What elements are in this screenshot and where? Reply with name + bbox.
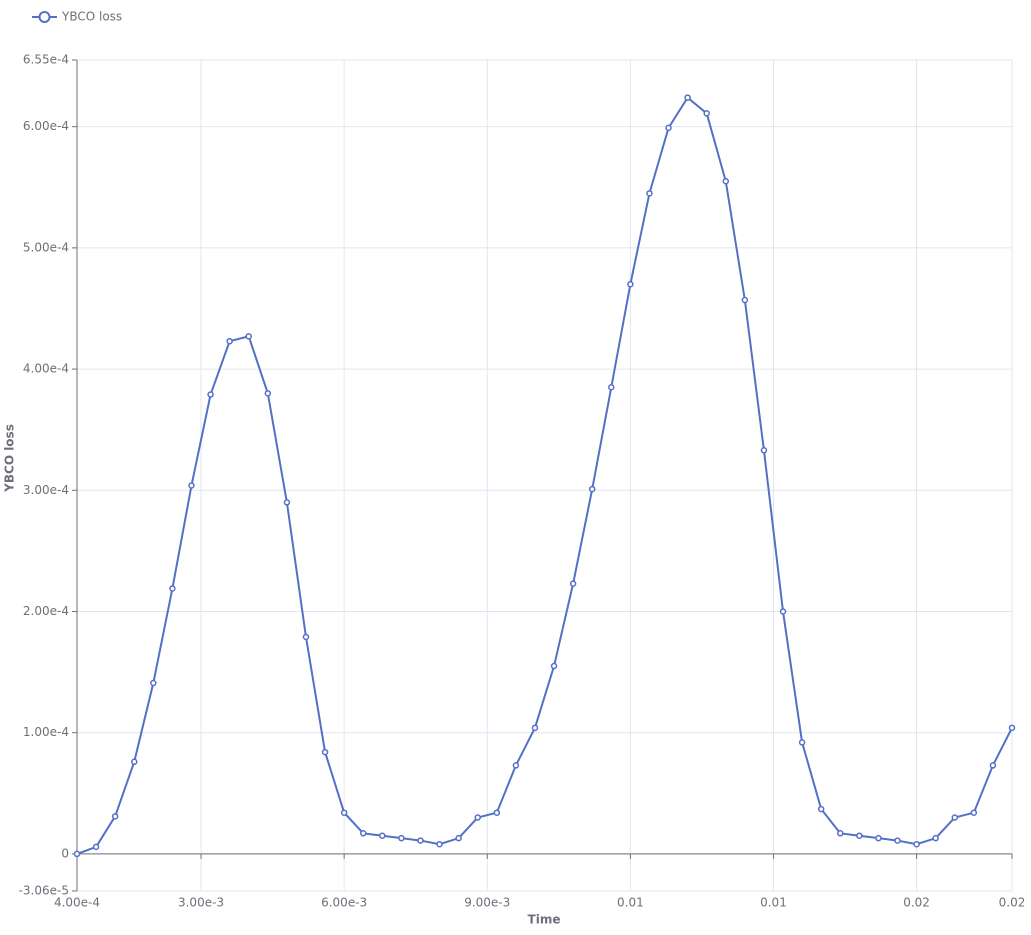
- data-point: [741, 296, 749, 304]
- y-tick-label: 5.00e-4: [23, 240, 69, 254]
- data-point: [760, 447, 768, 454]
- data-point: [73, 850, 81, 858]
- x-tick-label: 3.00e-3: [178, 896, 224, 910]
- legend-marker: [38, 11, 51, 23]
- data-point: [340, 809, 348, 816]
- x-tick-label: 0.01: [760, 896, 787, 910]
- data-point: [627, 280, 634, 288]
- y-tick-label: 0: [61, 846, 69, 860]
- y-tick-label: 6.55e-4: [23, 53, 69, 67]
- series-line: [76, 96, 1013, 855]
- data-point: [875, 834, 882, 842]
- x-tick-label: 9.00e-3: [464, 896, 510, 910]
- data-point: [569, 580, 577, 587]
- y-tick-label: 3.00e-4: [23, 483, 69, 497]
- y-tick-label: 6.00e-4: [23, 119, 69, 133]
- data-point: [321, 748, 329, 756]
- data-point: [359, 830, 367, 837]
- data-point: [588, 485, 596, 493]
- y-tick-label: 1.00e-4: [23, 725, 69, 739]
- legend-label: YBCO loss: [61, 10, 122, 24]
- data-point: [989, 762, 997, 769]
- y-tick-label: -3.06e-5: [19, 884, 69, 898]
- data-point: [130, 758, 138, 766]
- data-point: [722, 177, 730, 185]
- y-tick-label: 4.00e-4: [23, 362, 69, 376]
- data-point: [856, 832, 863, 839]
- data-point: [493, 809, 501, 816]
- data-point: [550, 662, 558, 670]
- x-axis-title: Time: [528, 913, 561, 927]
- data-point: [417, 837, 424, 844]
- data-point: [970, 809, 978, 816]
- y-axis-title: YBCO loss: [3, 424, 17, 493]
- data-point: [1008, 724, 1016, 732]
- data-point: [283, 499, 291, 506]
- data-point: [932, 834, 939, 842]
- y-tick-label: 2.00e-4: [23, 604, 69, 618]
- data-point: [111, 813, 119, 820]
- x-tick-label: 6.00e-3: [321, 896, 367, 910]
- data-point: [646, 190, 653, 197]
- data-point: [398, 834, 405, 842]
- data-point: [436, 840, 443, 848]
- data-point: [245, 333, 252, 340]
- data-point: [703, 110, 710, 117]
- x-tick-label: 0.02: [999, 896, 1026, 910]
- data-point: [531, 724, 539, 732]
- data-point: [379, 832, 386, 839]
- data-point: [302, 633, 310, 641]
- data-point: [226, 337, 233, 345]
- data-point: [188, 482, 195, 489]
- data-point: [169, 585, 176, 592]
- data-point: [951, 814, 959, 821]
- data-point: [264, 390, 272, 397]
- data-point: [608, 384, 615, 391]
- data-point: [913, 840, 920, 848]
- data-point: [665, 124, 672, 132]
- data-point: [455, 834, 462, 842]
- x-tick-label: 0.02: [903, 896, 930, 910]
- data-point: [684, 94, 691, 101]
- data-point: [798, 739, 806, 746]
- data-point: [779, 608, 787, 615]
- data-point: [817, 805, 825, 813]
- data-point: [207, 391, 214, 398]
- data-point: [150, 679, 157, 687]
- x-tick-label: 0.01: [617, 896, 644, 910]
- data-point: [837, 830, 844, 837]
- data-point: [512, 762, 520, 769]
- data-point: [92, 843, 100, 851]
- data-point: [894, 837, 901, 844]
- x-tick-label: 4.00e-4: [54, 896, 100, 910]
- data-point: [474, 814, 481, 821]
